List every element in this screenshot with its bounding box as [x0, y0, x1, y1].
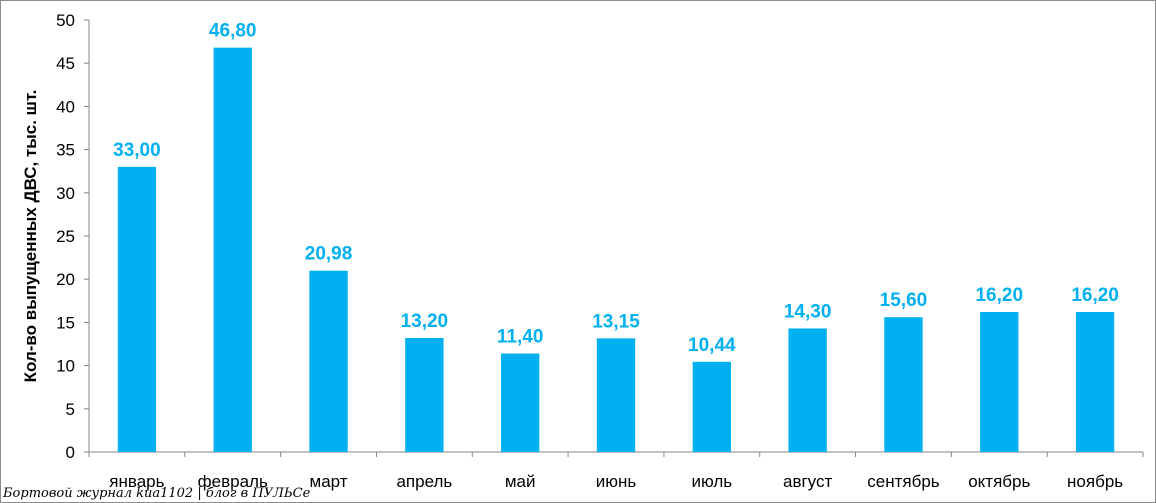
y-tick-label: 50: [56, 11, 75, 30]
category-label: август: [783, 472, 832, 491]
data-label: 46,80: [209, 21, 257, 42]
category-label: май: [505, 472, 536, 491]
y-tick-label: 0: [66, 443, 75, 462]
category-label: ноябрь: [1067, 472, 1123, 491]
category-label: апрель: [396, 472, 452, 491]
data-label: 15,60: [880, 290, 928, 311]
category-label: февраль: [198, 472, 268, 491]
data-labels: 33,00 46,80 20,98 13,20 11,40 13,15 10,44 14,30…: [113, 21, 1119, 356]
data-label: 11,40: [497, 327, 544, 348]
bar: [1075, 312, 1115, 452]
y-tick-label: 30: [56, 184, 75, 203]
bar: [884, 317, 923, 452]
bar: [405, 337, 444, 452]
bar: [980, 312, 1019, 452]
y-tick-label: 25: [56, 227, 75, 246]
data-label: 16,20: [1071, 285, 1119, 306]
data-label: 33,00: [113, 140, 161, 161]
y-tick-label: 15: [56, 313, 75, 332]
data-label: 13,15: [592, 311, 640, 332]
category-label: январь: [109, 472, 164, 491]
category-labels: январь февраль март апрель май июнь июль август…: [109, 472, 1123, 491]
bars: [117, 47, 1115, 452]
y-tick-label: 20: [56, 270, 75, 289]
y-tick-label: 35: [56, 141, 75, 160]
category-label: март: [310, 472, 348, 491]
axes: 0 5 10 15 20 25 30 35 40 45 50: [56, 11, 1144, 462]
data-label: 20,98: [305, 244, 353, 265]
bar: [692, 361, 731, 452]
bar: [501, 353, 540, 452]
category-label: июнь: [596, 472, 637, 491]
data-label: 14,30: [784, 301, 832, 322]
data-label: 10,44: [688, 335, 736, 356]
bar: [596, 338, 636, 452]
y-tick-label: 5: [66, 400, 75, 419]
data-label: 16,20: [975, 285, 1023, 306]
bar: [309, 270, 348, 452]
y-tick-label: 45: [56, 54, 75, 73]
y-tick-label: 10: [56, 357, 75, 376]
watermark-text: Бортовой журнал kua1102 | блог в ПУЛЬСе: [2, 486, 311, 501]
data-label: 13,20: [401, 311, 449, 332]
category-label: октябрь: [968, 472, 1030, 491]
y-tick-label: 40: [56, 97, 75, 116]
category-label: июль: [691, 472, 732, 491]
bar: [117, 166, 157, 452]
bar: [213, 47, 252, 452]
bar: [788, 328, 827, 452]
category-label: сентябрь: [867, 472, 940, 491]
y-axis-label: Кол-во выпущенных ДВС, тыс. шт.: [21, 90, 40, 383]
